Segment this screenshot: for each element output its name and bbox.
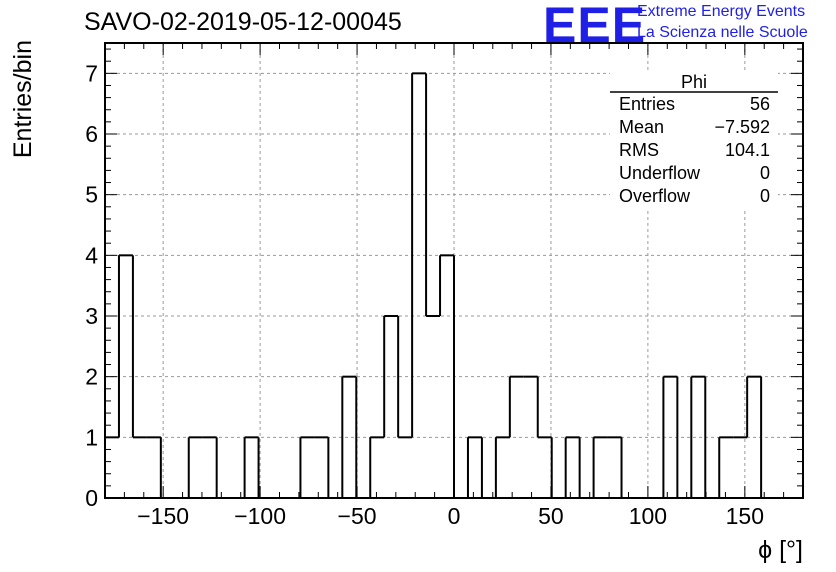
histogram-series [104,72,763,499]
x-tick-label: 150 [726,503,764,529]
y-tick-label: 3 [85,303,98,329]
x-axis-title: ϕ [°] [758,536,803,564]
y-tick-label: 1 [85,424,98,450]
stats-row-value: 0 [760,163,770,183]
stats-box-background [610,72,778,210]
stats-box-title: Phi [681,72,707,92]
stats-row-label: Overflow [619,186,691,206]
x-tick-label: 50 [538,503,564,529]
logo-caption-line1: Extreme Energy Events [637,3,806,20]
x-tick-label: 0 [448,503,461,529]
y-tick-label: 0 [85,485,98,511]
stats-row-label: RMS [619,140,659,160]
stats-row-value: 104.1 [725,140,770,160]
stats-row-value: 56 [750,94,770,114]
plot-title: SAVO-02-2019-05-12-00045 [84,8,402,36]
y-tick-label: 2 [85,364,98,390]
axis-ticks [105,43,803,498]
y-tick-label: 5 [85,182,98,208]
stats-row-value: −7.592 [714,117,770,137]
x-tick-label: 100 [629,503,667,529]
stats-box: Phi Entries 56 Mean −7.592 RMS 104.1 Underflow 0… [610,72,778,210]
y-axis-title: Entries/bin [9,40,37,158]
y-tick-label: 4 [85,242,98,268]
logo-caption-line2: La Scienza nelle Scuole [637,24,808,41]
y-tick-label: 6 [85,121,98,147]
stats-row-label: Underflow [619,163,701,183]
stats-row-label: Entries [619,94,675,114]
stats-row-label: Mean [619,117,664,137]
x-tick-label: −50 [338,503,377,529]
stats-row-value: 0 [760,186,770,206]
x-tick-label: −100 [234,503,286,529]
x-tick-label: −150 [137,503,189,529]
y-tick-label: 7 [85,60,98,86]
